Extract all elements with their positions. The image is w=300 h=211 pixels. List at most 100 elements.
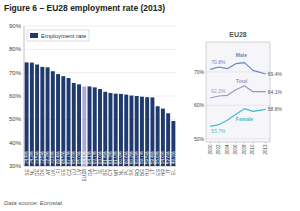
x-tick-label: 2000 — [208, 144, 213, 155]
bar-value-label: 68.5% — [61, 151, 66, 164]
bar-value-label: 49.3% — [171, 151, 176, 164]
legend-label: Employment rate — [41, 33, 87, 39]
bar — [166, 113, 170, 166]
x-tick-label: 2002 — [216, 144, 221, 155]
inset-plot: EU2850%60%70%200020022004200620082010201… — [194, 31, 282, 155]
y-tick-label: 60% — [194, 102, 205, 108]
legend: Employment rate — [27, 30, 89, 41]
bar-value-label: 65.6% — [71, 151, 76, 164]
bar-value-label: 74.4% — [24, 151, 29, 164]
bar-value-label: 72.3% — [45, 151, 50, 164]
lines — [210, 63, 265, 127]
bar — [145, 97, 149, 166]
bar-value-label: 69.4% — [56, 151, 61, 164]
y-tick-label: 80% — [9, 46, 22, 52]
bar — [156, 106, 160, 166]
bar — [150, 97, 154, 166]
series-label: Male — [236, 52, 247, 58]
bar — [56, 74, 60, 166]
inset-frame — [206, 42, 270, 142]
bar-value-label: 61.3% — [108, 151, 113, 164]
bar — [82, 86, 86, 166]
bar — [61, 76, 65, 166]
grid-line — [24, 26, 176, 27]
x-tick-label: 2006 — [233, 144, 238, 155]
bar-value-label: 63.0% — [98, 151, 103, 164]
legend-box — [27, 30, 89, 41]
source-note: Data source: Eurostat. — [4, 200, 64, 206]
bar — [98, 89, 102, 166]
point-label: 64.1% — [268, 89, 283, 95]
y-axis-line — [24, 26, 25, 166]
bar — [119, 94, 123, 166]
bar-value-label: 73.5% — [35, 151, 40, 164]
y-tick-label: 60% — [9, 93, 22, 99]
series-label: Total — [236, 78, 248, 84]
bar — [161, 109, 165, 166]
chart: Figure 6 – EU28 employment rate (2013) Da… — [0, 0, 300, 211]
y-tick-label: 50% — [9, 116, 22, 122]
bar — [77, 84, 81, 166]
bar-value-label: 59.4% — [150, 151, 155, 164]
bar — [129, 96, 133, 166]
point-label: 53.7% — [211, 128, 226, 134]
bar-value-label: 59.5% — [145, 151, 150, 164]
x-tick-label: EL — [170, 169, 176, 175]
bar-value-label: 67.7% — [66, 151, 71, 164]
bar-value-label: 61.8% — [103, 151, 108, 164]
bar-value-label: 54.6% — [160, 151, 165, 164]
inset-background — [206, 42, 270, 142]
bar-value-label: 61.0% — [113, 151, 118, 164]
point-label: 58.8% — [268, 106, 283, 112]
bar — [67, 78, 71, 166]
inset-title: EU28 — [229, 31, 247, 38]
bars — [25, 62, 176, 166]
bar-value-label: 60.6% — [124, 151, 129, 164]
bar-value-label: 52.6% — [166, 151, 171, 164]
bar-value-label: 60.0% — [134, 151, 139, 164]
bar — [135, 96, 139, 166]
bar — [103, 92, 107, 166]
x-tick-label: 2010 — [250, 144, 255, 155]
y-tick-label: 50% — [194, 136, 205, 142]
grid-line — [206, 105, 270, 106]
x-tick-label: 2013 — [263, 144, 268, 155]
bar — [51, 71, 55, 166]
point-label: 70.8% — [211, 59, 226, 65]
x-tick-label: 2004 — [225, 144, 230, 155]
bar-value-label: 64.1% — [82, 151, 87, 164]
bar — [124, 95, 128, 166]
bar-value-label: 65.0% — [77, 151, 82, 164]
bar — [46, 67, 50, 166]
grid-line — [24, 49, 176, 50]
point-label: 69.4% — [268, 71, 283, 77]
bar-value-label: 70.6% — [50, 151, 55, 164]
y-tick-label: 40% — [9, 140, 22, 146]
bar — [140, 97, 144, 166]
bar — [114, 94, 118, 166]
bar — [93, 87, 97, 166]
bar-value-label: 64.1% — [87, 151, 92, 164]
line — [210, 86, 265, 98]
bar — [30, 63, 34, 166]
y-tick-label: 90% — [9, 23, 22, 29]
bar-value-label: 55.6% — [155, 151, 160, 164]
bar — [25, 62, 29, 166]
bar-value-label: 59.7% — [139, 151, 144, 164]
legend-swatch — [30, 33, 38, 38]
title: Figure 6 – EU28 employment rate (2013) — [4, 3, 165, 13]
point-label: 62.2% — [211, 88, 226, 94]
bar-plot: 30%40%50%60%70%80%90%74.4%74.3%73.5%72.5… — [9, 23, 176, 211]
grid-line — [206, 138, 270, 139]
bar-value-label: 60.9% — [118, 151, 123, 164]
bar — [72, 83, 76, 166]
bar — [109, 93, 113, 166]
line — [210, 109, 265, 127]
bar — [35, 65, 39, 167]
series-label: Female — [236, 116, 253, 122]
bar-value-label: 74.3% — [29, 151, 34, 164]
bar — [171, 121, 175, 166]
x-tick-label: 2008 — [242, 144, 247, 155]
bar-value-label: 60.2% — [129, 151, 134, 164]
bar-value-label: 72.5% — [40, 151, 45, 164]
